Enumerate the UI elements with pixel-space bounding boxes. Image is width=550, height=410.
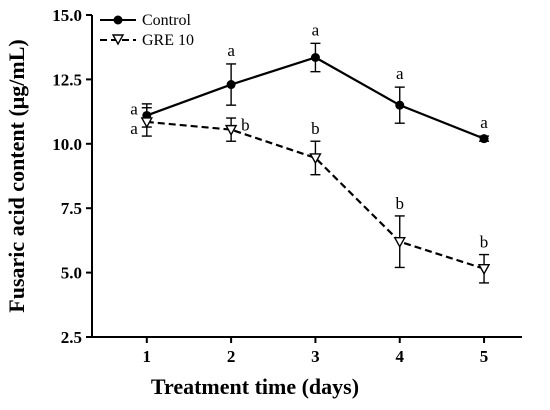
y-tick-label: 5.0 xyxy=(61,264,82,283)
legend-control-marker xyxy=(113,15,123,25)
data-point-gre10 xyxy=(393,236,406,249)
axes xyxy=(91,15,522,338)
x-tick-label: 5 xyxy=(480,347,489,366)
sig-label-gre10: b xyxy=(480,233,489,252)
sig-label-control: a xyxy=(480,113,488,132)
y-tick-label: 10.0 xyxy=(52,135,82,154)
y-tick-label: 15.0 xyxy=(52,6,82,25)
legend-gre10-label: GRE 10 xyxy=(142,32,194,49)
ticks: 2.5 5.0 7.5 10.0 12.5 15.0 1 2 3 4 5 xyxy=(52,6,488,366)
data-point-control xyxy=(479,134,489,144)
sig-label-control: a xyxy=(227,41,235,60)
data-point-gre10 xyxy=(477,264,491,276)
sig-label-gre10: b xyxy=(241,116,250,135)
sig-label-control: a xyxy=(396,64,404,83)
data-point-control xyxy=(310,53,320,63)
y-tick-label: 2.5 xyxy=(61,328,82,347)
x-axis-title: Treatment time (days) xyxy=(151,374,359,399)
data-point-control xyxy=(226,80,236,90)
x-tick-label: 3 xyxy=(311,347,320,366)
y-tick-label: 12.5 xyxy=(52,70,82,89)
data-point-gre10 xyxy=(309,153,322,165)
legend-control-label: Control xyxy=(142,12,191,29)
series-line-gre10 xyxy=(146,120,485,270)
x-tick-label: 1 xyxy=(143,347,152,366)
data-point-gre10 xyxy=(224,124,238,137)
sig-label-control: a xyxy=(130,99,138,118)
y-tick-label: 7.5 xyxy=(61,199,82,218)
sig-label-gre10: b xyxy=(395,194,404,213)
sig-label-gre10: b xyxy=(311,119,320,138)
sig-label-gre10: a xyxy=(130,119,138,138)
sig-label-control: a xyxy=(312,20,320,39)
legend: Control GRE 10 xyxy=(100,12,194,49)
data-point-gre10 xyxy=(140,117,153,129)
legend-gre10-marker xyxy=(111,34,125,46)
y-axis-title: Fusaric acid content (μg/mL) xyxy=(4,39,29,312)
x-tick-label: 4 xyxy=(395,347,404,366)
data-point-control xyxy=(395,100,405,110)
x-tick-label: 2 xyxy=(227,347,236,366)
